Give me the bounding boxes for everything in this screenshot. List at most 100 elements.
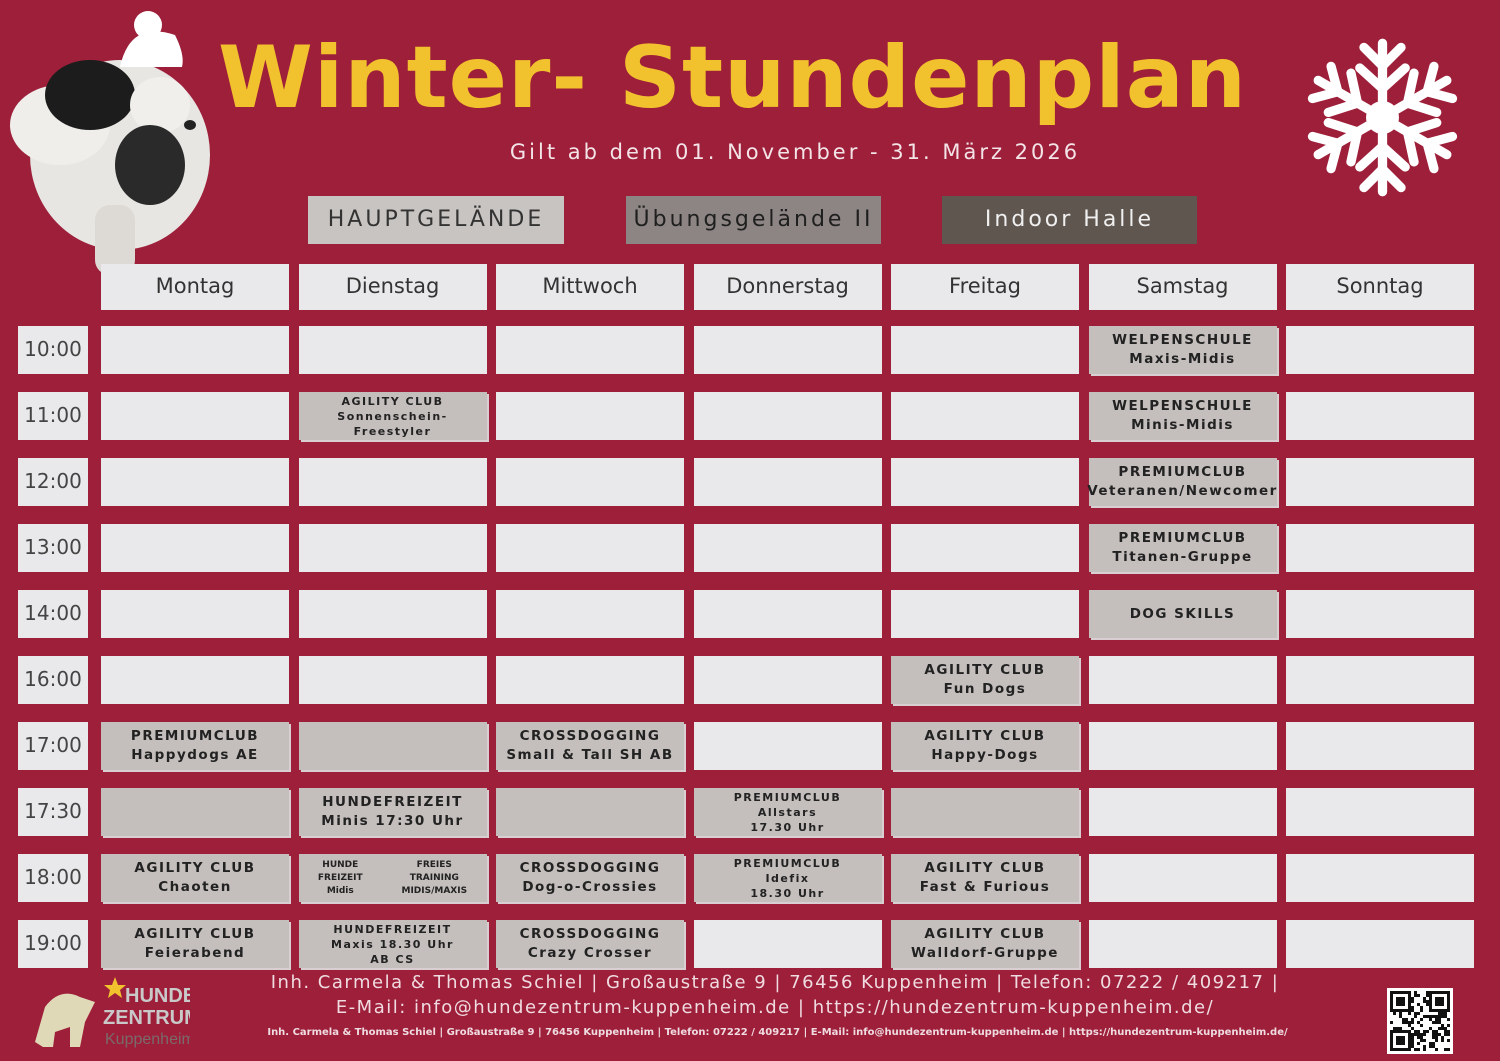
empty-slot	[101, 392, 289, 440]
class-title: AGILITY CLUB	[924, 860, 1046, 876]
class-subtitle: Happydogs AE	[131, 747, 259, 763]
class-slot[interactable]: CROSSDOGGING Small & Tall SH AB	[496, 722, 684, 770]
class-subtitle: Walldorf-Gruppe	[911, 945, 1059, 961]
class-title: CROSSDOGGING	[519, 926, 661, 942]
class-slot[interactable]: WELPENSCHULE Minis-Midis	[1088, 392, 1277, 440]
contact-line-address: Inh. Carmela & Thomas Schiel | Großaustr…	[270, 972, 1280, 993]
class-subtitle: Allstars	[757, 805, 818, 819]
qr-code[interactable]	[1387, 988, 1453, 1054]
time-label: 19:00	[18, 920, 88, 968]
empty-slot	[298, 458, 487, 506]
class-subtitle: Fun Dogs	[943, 681, 1027, 697]
class-slot-part: FREIES TRAINING MIDIS/MAXIS	[401, 859, 467, 898]
empty-slot	[1286, 458, 1474, 506]
day-header-mittwoch: Mittwoch	[496, 264, 684, 310]
class-slot[interactable]: HUNDE FREIZEIT Midis FREIES TRAINING MIDIS/MA…	[298, 854, 487, 902]
day-header-freitag: Freitag	[891, 264, 1079, 310]
class-slot[interactable]: PREMIUMCLUB Allstars 17.30 Uhr	[693, 788, 882, 836]
class-slot[interactable]: HUNDEFREIZEIT Maxis 18.30 Uhr AB CS	[298, 920, 487, 968]
class-subtitle: 18.30 Uhr	[750, 886, 825, 900]
class-slot[interactable]: PREMIUMCLUB Titanen-Gruppe	[1088, 524, 1277, 572]
empty-slot	[1286, 590, 1474, 638]
time-label: 18:00	[18, 854, 88, 902]
empty-slot	[891, 524, 1079, 572]
class-title: PREMIUMCLUB	[1118, 464, 1247, 480]
class-slot[interactable]: PREMIUMCLUB Idefix 18.30 Uhr	[693, 854, 882, 902]
class-slot[interactable]: PREMIUMCLUB Happydogs AE	[101, 722, 289, 770]
empty-slot	[496, 590, 684, 638]
class-slot[interactable]: AGILITY CLUB Happy-Dogs	[891, 722, 1079, 770]
empty-slot	[1286, 722, 1474, 770]
class-subtitle: Minis-Midis	[1131, 417, 1234, 433]
class-title: AGILITY CLUB	[924, 926, 1046, 942]
time-label: 13:00	[18, 524, 88, 572]
class-subtitle: Idefix	[765, 871, 810, 885]
class-slot[interactable]	[298, 722, 487, 770]
class-slot[interactable]: CROSSDOGGING Dog-o-Crossies	[496, 854, 684, 902]
class-line: HUNDE	[322, 859, 359, 870]
class-title: PREMIUMCLUB	[130, 728, 260, 744]
empty-slot	[693, 722, 882, 770]
empty-slot	[101, 326, 289, 374]
day-header-samstag: Samstag	[1088, 264, 1277, 310]
class-slot[interactable]	[496, 788, 684, 836]
class-line: MIDIS/MAXIS	[401, 885, 468, 896]
class-slot[interactable]: WELPENSCHULE Maxis-Midis	[1088, 326, 1277, 374]
hundezentrum-logo: HUNDE ZENTRUM Kuppenheim	[35, 977, 190, 1048]
time-label: 16:00	[18, 656, 88, 704]
class-title: CROSSDOGGING	[519, 728, 661, 744]
class-slot[interactable]: AGILITY CLUB Fun Dogs	[891, 656, 1079, 704]
class-subtitle: Maxis 18.30 Uhr	[331, 937, 454, 951]
empty-slot	[693, 590, 882, 638]
time-label: 14:00	[18, 590, 88, 638]
class-subtitle: Feierabend	[144, 945, 246, 961]
class-title: HUNDEFREIZEIT	[333, 922, 452, 936]
class-line: FREIES	[416, 859, 452, 870]
class-subtitle: Small & Tall SH AB	[506, 747, 674, 763]
class-slot[interactable]: AGILITY CLUB Fast & Furious	[891, 854, 1079, 902]
empty-slot	[1286, 656, 1474, 704]
legend-indoor-halle: Indoor Halle	[942, 196, 1197, 244]
empty-slot	[298, 590, 487, 638]
class-title: AGILITY CLUB	[134, 926, 256, 942]
class-title: WELPENSCHULE	[1112, 398, 1253, 414]
class-slot[interactable]: HUNDEFREIZEIT Minis 17:30 Uhr	[298, 788, 487, 836]
day-header-dienstag: Dienstag	[298, 264, 487, 310]
svg-text:HUNDE: HUNDE	[125, 985, 190, 1007]
empty-slot	[1286, 326, 1474, 374]
class-slot[interactable]: DOG SKILLS	[1088, 590, 1277, 638]
class-subtitle: Titanen-Gruppe	[1112, 549, 1253, 565]
class-title: AGILITY CLUB	[341, 394, 444, 408]
class-title: HUNDEFREIZEIT	[322, 794, 463, 810]
dog-mascot-image	[10, 11, 210, 275]
day-header-montag: Montag	[101, 264, 289, 310]
empty-slot	[1088, 656, 1277, 704]
class-slot[interactable]	[891, 788, 1079, 836]
class-subtitle: Fast & Furious	[919, 879, 1051, 895]
empty-slot	[1286, 392, 1474, 440]
time-label: 11:00	[18, 392, 88, 440]
empty-slot	[693, 524, 882, 572]
time-label: 10:00	[18, 326, 88, 374]
empty-slot	[891, 326, 1079, 374]
empty-slot	[298, 326, 487, 374]
class-title: PREMIUMCLUB	[733, 790, 842, 804]
class-slot[interactable]: AGILITY CLUB Feierabend	[101, 920, 289, 968]
class-title: PREMIUMCLUB	[1118, 530, 1247, 546]
class-slot[interactable]: AGILITY CLUB Walldorf-Gruppe	[891, 920, 1079, 968]
class-slot[interactable]: AGILITY CLUB Sonnenschein-Freestyler	[298, 392, 487, 440]
class-subtitle: Crazy Crosser	[527, 945, 653, 961]
day-header-sonntag: Sonntag	[1286, 264, 1474, 310]
time-label: 17:30	[18, 788, 88, 836]
class-slot[interactable]: PREMIUMCLUB Veteranen/Newcomer	[1087, 458, 1277, 506]
class-slot[interactable]	[101, 788, 289, 836]
legend-hauptgelaende: HAUPTGELÄNDE	[308, 196, 564, 244]
empty-slot	[693, 656, 882, 704]
class-subtitle: AB CS	[370, 952, 415, 966]
class-title: PREMIUMCLUB	[733, 856, 842, 870]
empty-slot	[1286, 854, 1474, 902]
class-slot[interactable]: CROSSDOGGING Crazy Crosser	[496, 920, 684, 968]
empty-slot	[101, 524, 289, 572]
class-slot[interactable]: AGILITY CLUB Chaoten	[101, 854, 289, 902]
contact-info: Inh. Carmela & Thomas Schiel | Großaustr…	[200, 970, 1350, 1020]
